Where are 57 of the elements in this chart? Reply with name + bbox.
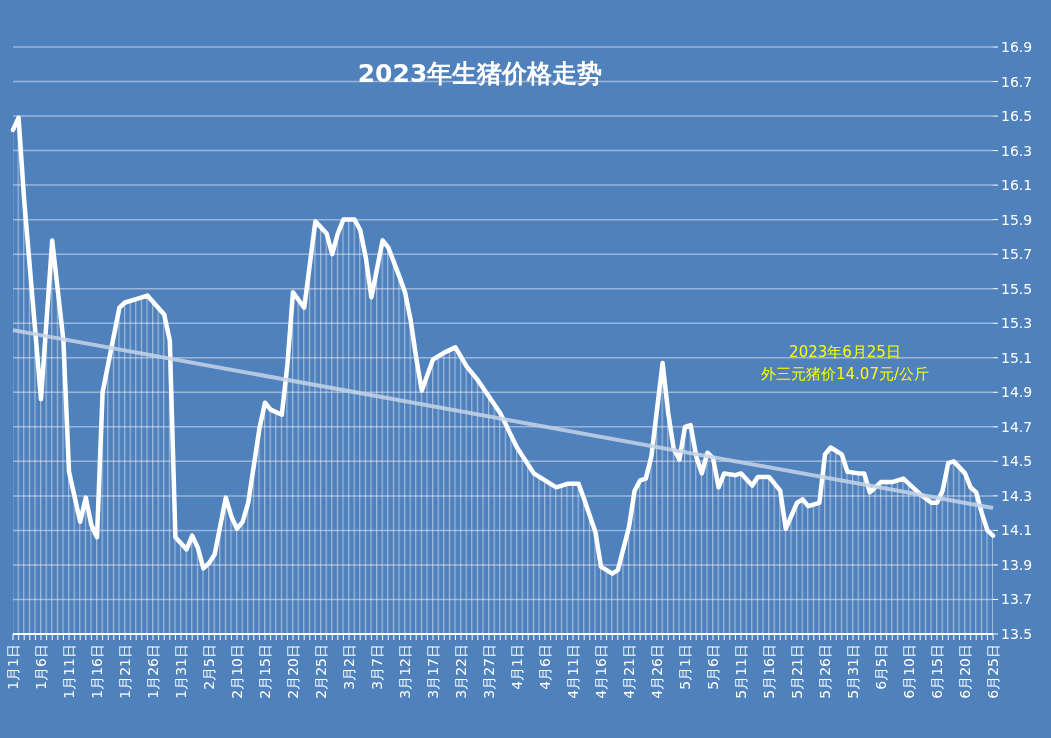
y-tick-label: 16.7 [1001, 73, 1033, 90]
x-tick-label: 5月31日 [845, 644, 861, 699]
x-tick-label: 2月20日 [285, 644, 301, 699]
x-tick-label: 3月27日 [481, 644, 497, 699]
x-tick-label: 1月11日 [61, 644, 77, 699]
x-tick-label: 4月1日 [509, 644, 525, 690]
x-tick-label: 3月2日 [341, 644, 357, 690]
y-tick-label: 13.7 [1001, 591, 1033, 608]
x-tick-label: 2月25日 [313, 644, 329, 699]
x-tick-label: 5月1日 [677, 644, 693, 690]
x-tick-label: 2月10日 [229, 644, 245, 699]
x-tick-label: 2月15日 [257, 644, 273, 699]
x-tick-label: 1月16日 [89, 644, 105, 699]
y-tick-label: 14.9 [1001, 384, 1033, 401]
y-tick-label: 15.3 [1001, 315, 1033, 332]
y-tick-label: 15.5 [1001, 280, 1033, 297]
y-tick-label: 14.1 [1001, 522, 1033, 539]
y-tick-label: 14.7 [1001, 418, 1033, 435]
x-tick-label: 5月21日 [789, 644, 805, 699]
x-tick-label: 3月12日 [397, 644, 413, 699]
x-tick-label: 3月7日 [369, 644, 385, 690]
y-tick-label: 15.9 [1001, 211, 1033, 228]
y-tick-label: 16.5 [1001, 108, 1033, 125]
x-tick-label: 4月11日 [565, 644, 581, 699]
x-tick-label: 6月20日 [957, 644, 973, 699]
x-tick-label: 5月11日 [733, 644, 749, 699]
x-tick-label: 2月5日 [201, 644, 217, 690]
text: 2023年生猪价格走势 [357, 59, 603, 88]
annotation: 外三元猪价14.07元/公斤 [761, 365, 929, 383]
x-tick-label: 3月17日 [425, 644, 441, 699]
x-tick-label: 1月1日 [5, 644, 21, 690]
x-tick-label: 1月26日 [145, 644, 161, 699]
y-tick-label: 15.1 [1001, 349, 1033, 366]
y-tick-label: 16.1 [1001, 177, 1033, 194]
y-tick-label: 14.5 [1001, 453, 1033, 470]
x-tick-label: 5月16日 [761, 644, 777, 699]
y-tick-label: 13.9 [1001, 556, 1033, 573]
x-tick-label: 1月21日 [117, 644, 133, 699]
x-tick-label: 5月26日 [817, 644, 833, 699]
x-tick-label: 6月15日 [929, 644, 945, 699]
annotation: 2023年6月25日 [789, 343, 901, 361]
x-tick-label: 1月31日 [173, 644, 189, 699]
y-tick-label: 16.3 [1001, 142, 1033, 159]
x-tick-label: 4月6日 [537, 644, 553, 690]
y-tick-label: 14.3 [1001, 487, 1033, 504]
x-tick-label: 4月16日 [593, 644, 609, 699]
x-tick-label: 6月5日 [873, 644, 889, 690]
x-tick-label: 3月22日 [453, 644, 469, 699]
x-tick-label: 6月10日 [901, 644, 917, 699]
x-tick-label: 1月6日 [33, 644, 49, 690]
x-tick-label: 5月6日 [705, 644, 721, 690]
y-tick-label: 13.5 [1001, 626, 1033, 642]
y-tick-label: 16.9 [1001, 39, 1033, 55]
x-tick-label: 4月21日 [621, 644, 637, 699]
x-tick-label: 4月26日 [649, 644, 665, 699]
y-tick-label: 15.7 [1001, 246, 1033, 263]
x-tick-label: 6月25日 [985, 644, 1001, 699]
